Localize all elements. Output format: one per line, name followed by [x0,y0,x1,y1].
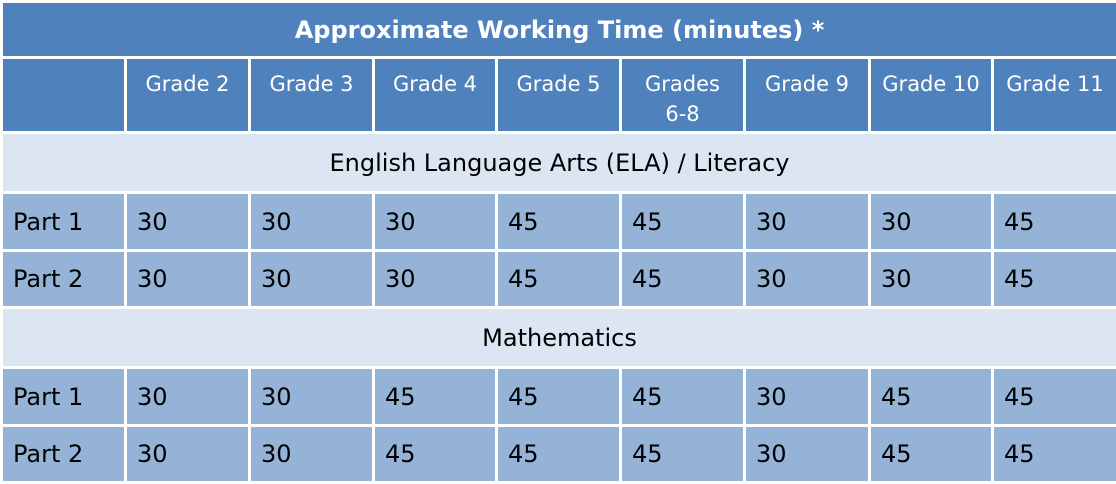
grade-header-row: Grade 2 Grade 3 Grade 4 Grade 5 Grades 6… [0,56,1116,134]
corner-header-cell [0,56,127,134]
row-label: Part 1 [0,366,127,427]
time-cell: 30 [372,248,498,309]
table-row: Part 2 30 30 30 45 45 30 30 45 [0,248,1116,309]
time-cell: 45 [372,366,498,427]
time-cell: 30 [124,423,251,484]
time-cell: 30 [868,248,994,309]
table-title: Approximate Working Time (minutes) * [0,0,1116,59]
time-cell: 45 [991,191,1116,252]
table-row: Part 1 30 30 30 45 45 30 30 45 [0,191,1116,252]
time-cell: 30 [743,423,871,484]
grade-header: Grade 9 [743,56,871,134]
row-label: Part 2 [0,423,127,484]
grade-header: Grade 2 [124,56,251,134]
row-label: Part 1 [0,191,127,252]
time-cell: 30 [743,191,871,252]
time-cell: 45 [868,366,994,427]
time-cell: 30 [743,248,871,309]
section-row-ela: English Language Arts (ELA) / Literacy [0,130,1116,195]
time-cell: 30 [248,366,375,427]
time-cell: 30 [124,191,251,252]
time-cell: 30 [124,248,251,309]
grade-header: Grade 3 [248,56,375,134]
time-cell: 45 [991,248,1116,309]
time-cell: 30 [124,366,251,427]
grade-header: Grade 4 [372,56,498,134]
time-cell: 30 [248,248,375,309]
time-cell: 30 [868,191,994,252]
time-cell: 45 [619,366,746,427]
time-cell: 30 [248,423,375,484]
time-cell: 45 [619,191,746,252]
time-cell: 45 [495,366,622,427]
grade-header: Grades 6-8 [619,56,746,134]
time-cell: 30 [372,191,498,252]
time-cell: 45 [991,366,1116,427]
time-cell: 45 [372,423,498,484]
time-cell: 45 [495,248,622,309]
section-title: Mathematics [0,305,1116,370]
grade-header: Grade 11 [991,56,1116,134]
table-row: Part 2 30 30 45 45 45 30 45 45 [0,423,1116,484]
time-cell: 30 [248,191,375,252]
table-row: Part 1 30 30 45 45 45 30 45 45 [0,366,1116,427]
time-cell: 45 [619,248,746,309]
grade-header: Grade 5 [495,56,622,134]
time-cell: 45 [868,423,994,484]
section-title: English Language Arts (ELA) / Literacy [0,130,1116,195]
row-label: Part 2 [0,248,127,309]
title-row: Approximate Working Time (minutes) * [0,0,1116,59]
section-row-mathematics: Mathematics [0,305,1116,370]
time-cell: 30 [743,366,871,427]
time-cell: 45 [619,423,746,484]
time-cell: 45 [495,423,622,484]
grade-header: Grade 10 [868,56,994,134]
time-cell: 45 [495,191,622,252]
time-cell: 45 [991,423,1116,484]
